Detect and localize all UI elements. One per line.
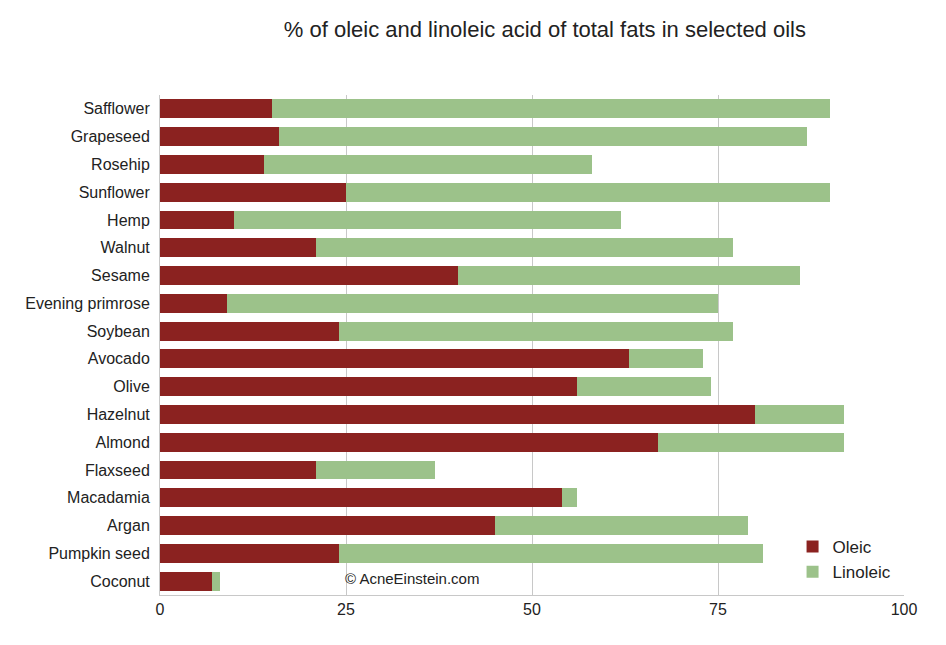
- svg-text:Almond: Almond: [96, 434, 150, 451]
- svg-text:Argan: Argan: [107, 517, 150, 534]
- svg-text:Linoleic: Linoleic: [833, 563, 891, 582]
- svg-text:Pumpkin seed: Pumpkin seed: [48, 545, 149, 562]
- svg-text:Rosehip: Rosehip: [91, 156, 150, 173]
- svg-text:Hazelnut: Hazelnut: [87, 406, 151, 423]
- svg-text:Macadamia: Macadamia: [67, 489, 150, 506]
- svg-text:Flaxseed: Flaxseed: [85, 462, 150, 479]
- svg-text:Avocado: Avocado: [88, 350, 150, 367]
- svg-text:Walnut: Walnut: [101, 239, 151, 256]
- svg-text:Grapeseed: Grapeseed: [71, 128, 150, 145]
- svg-text:50: 50: [523, 601, 541, 618]
- svg-text:75: 75: [709, 601, 727, 618]
- svg-text:% of oleic and linoleic acid o: % of oleic and linoleic acid of total fa…: [284, 17, 806, 42]
- svg-text:25: 25: [337, 601, 355, 618]
- svg-text:Sesame: Sesame: [91, 267, 150, 284]
- svg-text:0: 0: [156, 601, 165, 618]
- svg-text:Coconut: Coconut: [90, 573, 150, 590]
- svg-text:Hemp: Hemp: [107, 212, 150, 229]
- svg-text:Sunflower: Sunflower: [79, 184, 151, 201]
- svg-text:Safflower: Safflower: [83, 100, 150, 117]
- svg-text:Olive: Olive: [113, 378, 150, 395]
- svg-text:Evening primrose: Evening primrose: [25, 295, 150, 312]
- svg-text:Soybean: Soybean: [87, 323, 150, 340]
- svg-text:Oleic: Oleic: [833, 538, 872, 557]
- svg-text:100: 100: [891, 601, 918, 618]
- svg-text:© AcneEinstein.com: © AcneEinstein.com: [345, 570, 479, 587]
